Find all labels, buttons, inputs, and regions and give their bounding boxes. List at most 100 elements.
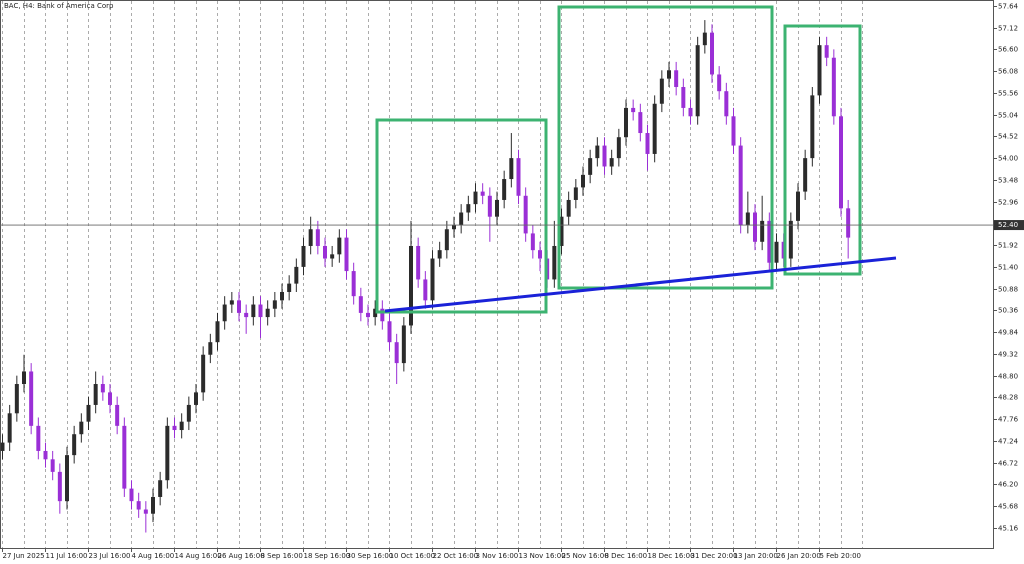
candle-body bbox=[810, 95, 815, 159]
candle-body bbox=[172, 425, 177, 431]
y-tick-label: 54.00 bbox=[998, 155, 1018, 163]
candle-body bbox=[65, 455, 69, 502]
x-tick-label: 25 Nov 16:00 bbox=[562, 552, 609, 560]
candle-body bbox=[14, 384, 19, 414]
y-tick-label: 50.36 bbox=[998, 307, 1019, 315]
x-tick-label: 22 Oct 16:00 bbox=[433, 552, 479, 560]
candle-body bbox=[516, 158, 521, 196]
candle-body bbox=[265, 308, 270, 318]
candle-body bbox=[659, 78, 664, 104]
x-tick-label: 3 Nov 16:00 bbox=[476, 552, 519, 560]
candle-body bbox=[136, 501, 141, 510]
candle-body bbox=[674, 70, 679, 88]
range-box bbox=[783, 24, 862, 276]
y-tick-label: 56.60 bbox=[998, 46, 1018, 54]
candle-body bbox=[581, 174, 585, 188]
candle-body bbox=[710, 32, 714, 75]
y-tick-label: 55.56 bbox=[998, 90, 1019, 98]
x-tick-label: 8 Sep 16:00 bbox=[261, 552, 303, 560]
chart-title: BAC, H4: Bank of America Corp bbox=[4, 2, 114, 10]
candle-body bbox=[100, 384, 105, 393]
x-tick-label: 8 Dec 16:00 bbox=[605, 552, 648, 560]
y-tick-label: 50.88 bbox=[998, 286, 1018, 294]
candle-body bbox=[351, 271, 356, 297]
candle-body bbox=[244, 312, 249, 318]
candle-body bbox=[473, 191, 478, 205]
candle-body bbox=[631, 107, 636, 113]
candle-body bbox=[79, 421, 84, 435]
candle-body bbox=[29, 371, 34, 426]
candle-body bbox=[194, 392, 198, 405]
candle-body bbox=[423, 279, 428, 301]
last-price-box bbox=[994, 220, 1024, 231]
y-tick-label: 46.20 bbox=[998, 481, 1018, 489]
x-tick-label: 23 Jul 16:00 bbox=[89, 552, 131, 560]
y-tick-label: 49.84 bbox=[998, 329, 1019, 337]
candle-body bbox=[416, 245, 421, 280]
candle-body bbox=[337, 237, 342, 255]
y-tick-label: 53.48 bbox=[998, 177, 1018, 185]
candle-body bbox=[846, 208, 851, 238]
candle-body bbox=[745, 212, 750, 226]
candle-body bbox=[645, 133, 650, 154]
candle-body bbox=[401, 325, 406, 364]
range-box bbox=[375, 118, 548, 314]
y-tick-label: 51.92 bbox=[998, 242, 1018, 250]
candle-body bbox=[538, 250, 542, 259]
candle-body bbox=[753, 212, 757, 242]
candle-body bbox=[444, 229, 449, 251]
candle-body bbox=[624, 107, 628, 138]
candle-body bbox=[760, 220, 765, 242]
candle-body bbox=[523, 195, 528, 234]
candle-body bbox=[480, 191, 485, 196]
y-tick-label: 55.04 bbox=[998, 112, 1019, 120]
candle-body bbox=[251, 304, 256, 318]
candle-body bbox=[688, 107, 693, 117]
candle-body bbox=[151, 496, 155, 514]
candle-body bbox=[215, 321, 220, 343]
x-tick-label: 13 Nov 16:00 bbox=[519, 552, 566, 560]
candle-body bbox=[602, 145, 607, 167]
candle-body bbox=[695, 45, 700, 117]
candle-body bbox=[452, 225, 456, 230]
candle-body bbox=[566, 199, 571, 217]
y-tick-label: 57.64 bbox=[998, 3, 1019, 11]
candle-body bbox=[208, 342, 213, 355]
candle-body bbox=[258, 304, 263, 318]
x-tick-label: 4 Aug 16:00 bbox=[132, 552, 175, 560]
candle-body bbox=[158, 480, 163, 497]
candle-body bbox=[530, 233, 535, 251]
candle-body bbox=[724, 91, 729, 117]
candle-body bbox=[237, 300, 241, 313]
candle-body bbox=[702, 32, 707, 46]
candle-body bbox=[638, 112, 643, 134]
y-tick-label: 45.16 bbox=[998, 525, 1019, 533]
candle-body bbox=[466, 204, 471, 213]
candle-body bbox=[495, 199, 499, 217]
candle-body bbox=[323, 245, 327, 259]
candle-body bbox=[409, 245, 413, 326]
candle-body bbox=[502, 179, 507, 200]
candle-body bbox=[652, 103, 657, 154]
x-tick-label: 14 Aug 16:00 bbox=[175, 552, 222, 560]
candle-body bbox=[767, 220, 772, 263]
candle-body bbox=[222, 304, 227, 322]
x-tick-label: 31 Dec 20:00 bbox=[691, 552, 738, 560]
candle-body bbox=[179, 421, 184, 431]
candle-body bbox=[287, 283, 292, 292]
candle-body bbox=[667, 70, 671, 79]
candle-body bbox=[229, 300, 234, 305]
y-tick-label: 49.32 bbox=[998, 351, 1018, 359]
x-tick-label: 18 Dec 16:00 bbox=[648, 552, 695, 560]
candle-body bbox=[294, 266, 299, 284]
y-tick-label: 48.80 bbox=[998, 373, 1018, 381]
y-tick-label: 47.76 bbox=[998, 416, 1019, 424]
x-tick-label: 30 Sep 16:00 bbox=[347, 552, 394, 560]
candle-body bbox=[774, 241, 779, 263]
y-tick-label: 51.40 bbox=[998, 264, 1018, 272]
x-tick-label: 27 Jun 2025 bbox=[3, 552, 45, 560]
candle-body bbox=[165, 425, 170, 481]
candle-body bbox=[788, 220, 793, 259]
candle-body bbox=[738, 145, 743, 226]
